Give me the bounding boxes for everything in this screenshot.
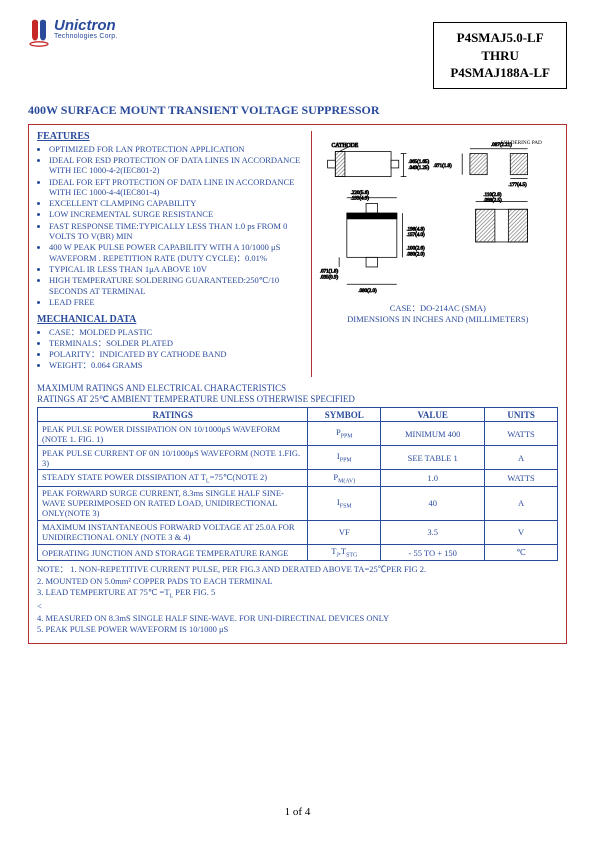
- main-content-frame: FEATURES OPTIMIZED FOR LAN PROTECTION AP…: [28, 124, 567, 645]
- features-heading: FEATURES: [37, 131, 303, 142]
- table-row: PEAK FORWARD SURGE CURRENT, 8.3ms SINGLE…: [38, 486, 558, 520]
- cell-unit: V: [485, 520, 558, 544]
- feature-item: OPTIMIZED FOR LAN PROTECTION APPLICATION: [49, 144, 303, 155]
- feature-item: HIGH TEMPERATURE SOLDERING GUARANTEED:25…: [49, 275, 303, 296]
- mech-item: WEIGHT：0.064 GRAMS: [49, 360, 303, 371]
- note-3: 3. LEAD TEMPERTURE AT 75℃ =TL PER FIG. 5: [37, 587, 558, 601]
- cell-unit: A: [485, 446, 558, 470]
- svg-text:.035(0.9): .035(0.9): [320, 275, 339, 280]
- feature-item: TYPICAL IR LESS THAN 1μA ABOVE 10V: [49, 264, 303, 275]
- feature-item: 400 W PEAK PULSE POWER CAPABILITY WITH A…: [49, 242, 303, 263]
- col-value: VALUE: [381, 408, 485, 422]
- svg-text:.220(5.6): .220(5.6): [350, 191, 369, 196]
- page-footer: 1 of 4: [0, 806, 595, 818]
- feature-item: EXCELLENT CLAMPING CAPABILITY: [49, 198, 303, 209]
- col-units: UNITS: [485, 408, 558, 422]
- note-2: 2. MOUNTED ON 5.0mm² COPPER PADS TO EACH…: [37, 576, 558, 587]
- table-row: MAXIMUM INSTANTANEOUS FORWARD VOLTAGE AT…: [38, 520, 558, 544]
- cell-value: MINIMUM 400: [381, 422, 485, 446]
- feature-item: IDEAL FOR EFT PROTECTION OF DATA LINE IN…: [49, 177, 303, 198]
- page-title: 400W SURFACE MOUNT TRANSIENT VOLTAGE SUP…: [28, 103, 567, 118]
- ratings-title-2: RATINGS AT 25℃ AMBIENT TEMPERATURE UNLES…: [37, 394, 558, 405]
- logo-name: Unictron: [54, 18, 118, 33]
- case-type-label: CASE：DO-214AC (SMA): [347, 303, 528, 314]
- svg-text:.198(4.8): .198(4.8): [406, 227, 425, 232]
- svg-text:.157(4.0): .157(4.0): [406, 233, 425, 238]
- svg-text:.080(2.0): .080(2.0): [358, 289, 377, 294]
- cell-rating: PEAK PULSE POWER DISSIPATION ON 10/1000μ…: [38, 422, 308, 446]
- table-row: PEAK PULSE POWER DISSIPATION ON 10/1000μ…: [38, 422, 558, 446]
- cell-symbol: IPPM: [308, 446, 381, 470]
- package-diagram: CATHODE .065(1.65) .049(1.25) SOLDERING …: [311, 131, 558, 377]
- ratings-title-1: MAXIMUM RATINGS AND ELECTRICAL CHARACTER…: [37, 383, 558, 394]
- ratings-table: RATINGS SYMBOL VALUE UNITS PEAK PULSE PO…: [37, 407, 558, 561]
- cell-unit: WATTS: [485, 470, 558, 487]
- dimensions-note: DIMENSIONS IN INCHES AND (MILLIMETERS): [347, 314, 528, 325]
- mechanical-list: CASE：MOLDED PLASTIC TERMINALS：SOLDER PLA…: [37, 327, 303, 371]
- svg-text:.080(2.0): .080(2.0): [406, 252, 425, 257]
- logo-icon: [28, 18, 50, 48]
- mech-item: POLARITY：INDICATED BY CATHODE BAND: [49, 349, 303, 360]
- cell-symbol: PM(AV): [308, 470, 381, 487]
- svg-text:.177(4.5): .177(4.5): [508, 183, 527, 188]
- note-lead: NOTE：: [37, 564, 68, 574]
- note-1: 1. NON-REPETITIVE CURRENT PULSE, PER FIG…: [70, 564, 426, 574]
- package-drawing-icon: CATHODE .065(1.65) .049(1.25) SOLDERING …: [318, 131, 558, 301]
- cell-symbol: VF: [308, 520, 381, 544]
- table-row: OPERATING JUNCTION AND STORAGE TEMPERATU…: [38, 544, 558, 561]
- cell-value: SEE TABLE 1: [381, 446, 485, 470]
- cell-symbol: PPPM: [308, 422, 381, 446]
- feature-item: LEAD FREE: [49, 297, 303, 308]
- cell-unit: WATTS: [485, 422, 558, 446]
- svg-text:CATHODE: CATHODE: [331, 142, 358, 148]
- cell-value: 3.5: [381, 520, 485, 544]
- svg-text:.071(1.8): .071(1.8): [433, 164, 452, 169]
- note-4: 4. MEASURED ON 8.3mS SINGLE HALF SINE-WA…: [37, 613, 558, 624]
- mech-item: CASE：MOLDED PLASTIC: [49, 327, 303, 338]
- part-number-box: P4SMAJ5.0-LF THRU P4SMAJ188A-LF: [433, 22, 567, 89]
- notes-block: NOTE： 1. NON-REPETITIVE CURRENT PULSE, P…: [37, 564, 558, 635]
- cell-rating: MAXIMUM INSTANTANEOUS FORWARD VOLTAGE AT…: [38, 520, 308, 544]
- note-5: 5. PEAK PULSE POWER WAVEFORM IS 10/1000 …: [37, 624, 558, 635]
- feature-item: IDEAL FOR ESD PROTECTION OF DATA LINES I…: [49, 155, 303, 176]
- cell-rating: OPERATING JUNCTION AND STORAGE TEMPERATU…: [38, 544, 308, 561]
- svg-text:.193(4.9): .193(4.9): [350, 196, 369, 201]
- svg-text:.098(2.5): .098(2.5): [483, 198, 502, 203]
- table-row: PEAK PULSE CURRENT OF 0N 10/1000μS WAVEF…: [38, 446, 558, 470]
- logo-subtitle: Technologies Corp.: [54, 33, 118, 40]
- cell-symbol: TJ,TSTG: [308, 544, 381, 561]
- cell-unit: ℃: [485, 544, 558, 561]
- feature-item: LOW INCREMENTAL SURGE RESISTANCE: [49, 209, 303, 220]
- mechanical-heading: MECHANICAL DATA: [37, 314, 303, 325]
- cell-value: - 55 TO + 150: [381, 544, 485, 561]
- cell-value: 40: [381, 486, 485, 520]
- svg-text:.087(2.21): .087(2.21): [491, 142, 512, 147]
- part-mid: THRU: [450, 47, 550, 65]
- col-ratings: RATINGS: [38, 408, 308, 422]
- svg-text:.110(2.8): .110(2.8): [483, 192, 501, 197]
- company-logo: Unictron Technologies Corp.: [28, 18, 118, 48]
- col-symbol: SYMBOL: [308, 408, 381, 422]
- features-list: OPTIMIZED FOR LAN PROTECTION APPLICATION…: [37, 144, 303, 308]
- cell-symbol: IFSM: [308, 486, 381, 520]
- svg-text:.065(1.65): .065(1.65): [408, 160, 429, 165]
- mech-item: TERMINALS：SOLDER PLATED: [49, 338, 303, 349]
- svg-text:.049(1.25): .049(1.25): [408, 166, 429, 171]
- part-top: P4SMAJ5.0-LF: [450, 29, 550, 47]
- part-bot: P4SMAJ188A-LF: [450, 64, 550, 82]
- table-row: STEADY STATE POWER DISSIPATION AT TL=75℃…: [38, 470, 558, 487]
- cell-value: 1.0: [381, 470, 485, 487]
- cell-rating: STEADY STATE POWER DISSIPATION AT TL=75℃…: [38, 470, 308, 487]
- feature-item: FAST RESPONSE TIME:TYPICALLY LESS THAN 1…: [49, 221, 303, 242]
- cell-unit: A: [485, 486, 558, 520]
- svg-text:.100(2.6): .100(2.6): [406, 246, 425, 251]
- cell-rating: PEAK FORWARD SURGE CURRENT, 8.3ms SINGLE…: [38, 486, 308, 520]
- cell-rating: PEAK PULSE CURRENT OF 0N 10/1000μS WAVEF…: [38, 446, 308, 470]
- svg-text:.071(1.8): .071(1.8): [320, 269, 339, 274]
